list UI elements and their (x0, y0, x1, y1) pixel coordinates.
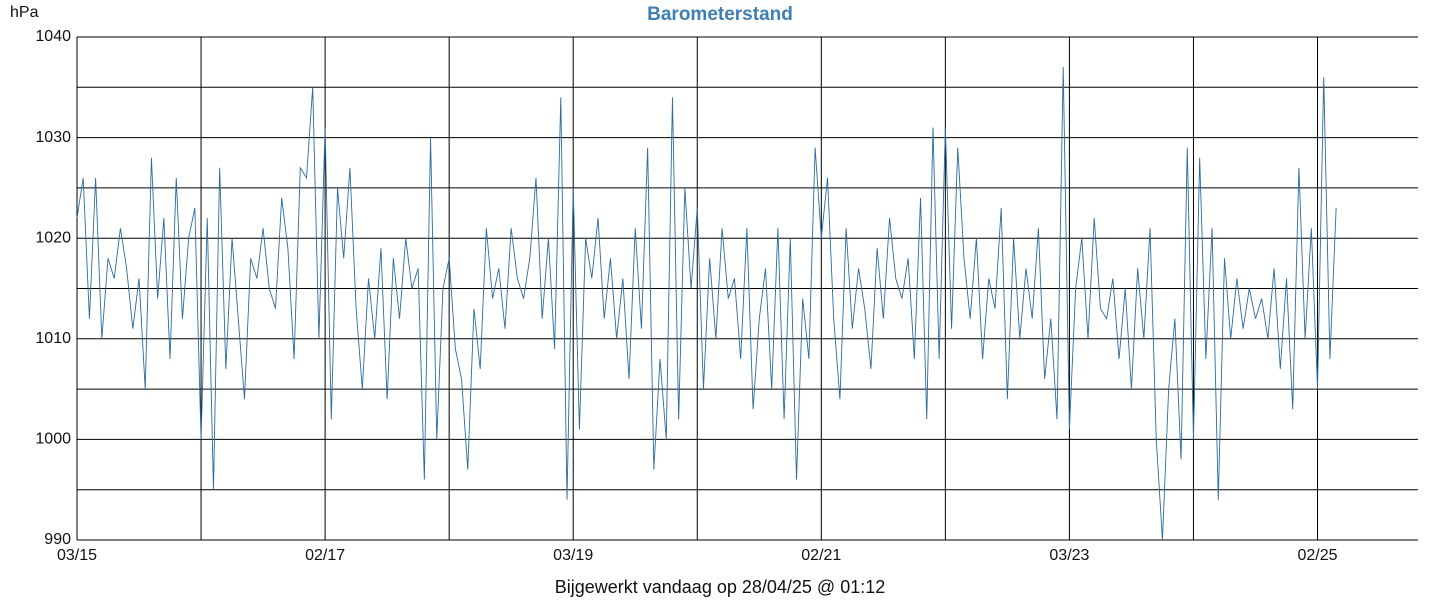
x-tick-label: 03/23 (1049, 547, 1089, 564)
x-tick-label: 02/21 (801, 547, 841, 564)
y-tick-label: 1030 (35, 129, 71, 146)
y-tick-label: 1000 (35, 431, 71, 448)
x-tick-label: 03/15 (57, 547, 97, 564)
y-axis-label: hPa (10, 4, 39, 21)
x-tick-label: 03/19 (553, 547, 593, 564)
y-tick-label: 1020 (35, 229, 71, 246)
x-tick-label: 02/25 (1297, 547, 1337, 564)
line-series (76, 67, 1337, 541)
chart-title: Barometerstand (647, 4, 793, 25)
x-tick-label: 02/17 (305, 547, 345, 564)
y-tick-label: 1040 (35, 28, 71, 45)
y-tick-label: 990 (44, 531, 71, 548)
footer: Bijgewerkt vandaag op 28/04/25 @ 01:12 (555, 577, 886, 597)
y-tick-label: 1010 (35, 330, 71, 347)
